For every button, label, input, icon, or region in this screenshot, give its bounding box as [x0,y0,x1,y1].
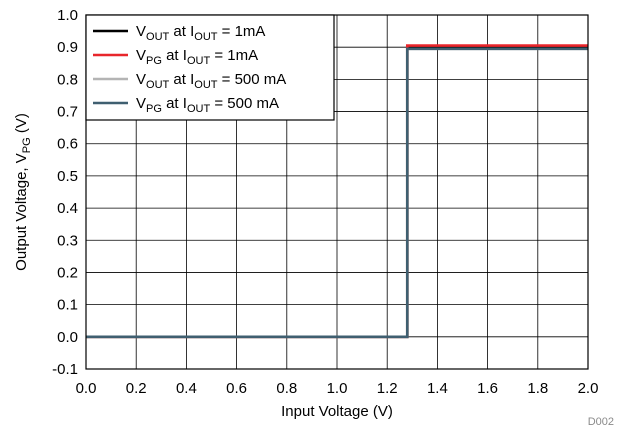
y-tick-labels: 1.0 0.9 0.8 0.7 0.6 0.5 0.4 0.3 0.2 0.1 0.0 -0.1 [52,7,78,378]
y-tick-label: 0.4 [57,200,78,217]
y-tick-label: 0.9 [57,39,78,56]
x-tick-label: 1.4 [427,380,448,397]
series-line-4 [86,47,588,339]
x-tick-label: 1.0 [327,380,348,397]
legend-label-part: PG [146,55,162,67]
legend-label-part: OUT [194,79,218,91]
legend-label-part: = 1mA [218,23,266,40]
x-tick-label: 1.2 [377,380,398,397]
plot-frame [85,14,589,370]
legend-label: VPG at IOUT = 1mA [136,47,258,67]
legend-label-part: OUT [187,55,211,67]
legend-label-part: = 1mA [210,47,258,64]
x-tick-label: 1.6 [477,380,498,397]
y-axis-label: Output Voltage, VPG (V) [13,113,33,271]
y-tick-label: 0.5 [57,168,78,185]
y-axis-label-main: Output Voltage, V [13,153,30,271]
figure-note: D002 [588,416,614,428]
x-axis-label: Input Voltage (V) [281,403,393,420]
legend-label: VOUT at IOUT = 1mA [136,23,265,43]
legend-label-part: V [136,47,146,64]
x-tick-labels: 0.0 0.2 0.4 0.6 0.8 1.0 1.2 1.4 1.6 1.8 2.0 [76,380,599,397]
legend-label-part: at I [169,23,194,40]
legend-label-part: V [136,71,146,88]
y-tick-label: 1.0 [57,7,78,24]
y-tick-label: 0.8 [57,71,78,88]
y-tick-label: 0.6 [57,136,78,153]
y-tick-label: 0.2 [57,264,78,281]
y-tick-label: 0.7 [57,104,78,121]
legend-label-part: at I [162,95,187,112]
legend-label: VOUT at IOUT = 500 mA [136,71,286,91]
legend-label-part: V [136,23,146,40]
legend-label-part: OUT [187,103,211,115]
legend-label-part: at I [169,71,194,88]
y-tick-label: -0.1 [52,361,78,378]
legend-label-part: OUT [146,79,170,91]
x-tick-label: 0.6 [226,380,247,397]
legend-label-part: OUT [194,31,218,43]
x-tick-label: 0.4 [176,380,197,397]
y-axis-label-sub: PG [21,137,33,153]
x-tick-label: 0.8 [276,380,297,397]
x-tick-label: 1.8 [527,380,548,397]
legend-label-part: = 500 mA [210,95,279,112]
legend-label: VPG at IOUT = 500 mA [136,95,279,115]
y-tick-label: 0.0 [57,329,78,346]
legend-label-part: = 500 mA [218,71,287,88]
series-layer [86,44,588,339]
x-tick-label: 0.0 [76,380,97,397]
y-tick-label: 0.3 [57,232,78,249]
legend-label-part: at I [162,47,187,64]
legend-label-part: OUT [146,31,170,43]
y-axis-label-end: (V) [13,113,30,137]
y-tick-label: 0.1 [57,297,78,314]
legend-label-part: PG [146,103,162,115]
x-tick-label: 2.0 [578,380,599,397]
x-tick-label: 0.2 [126,380,147,397]
legend-label-part: V [136,95,146,112]
